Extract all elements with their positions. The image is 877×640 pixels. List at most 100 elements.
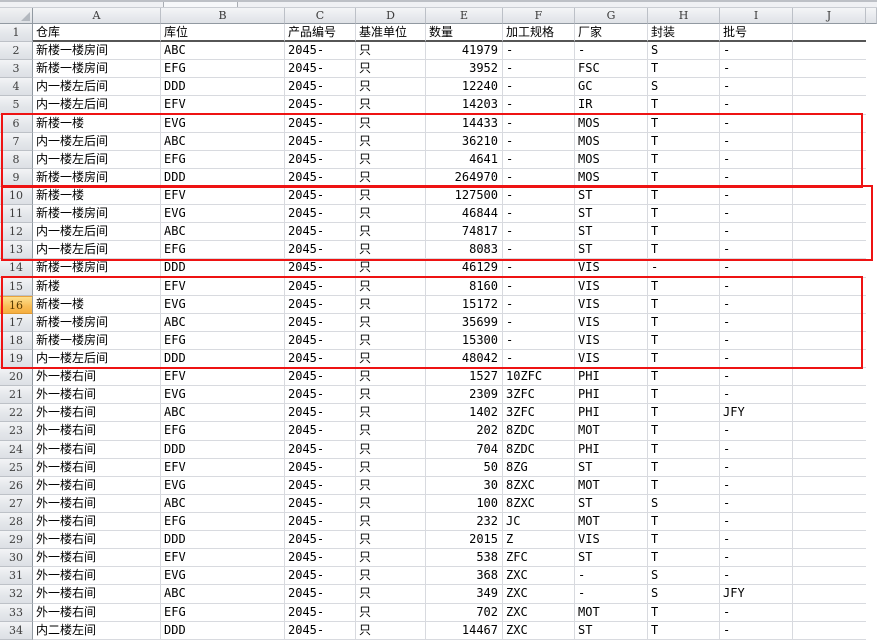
cell-e5[interactable]: 14203 [426, 96, 503, 115]
cell-b5[interactable]: EFV [161, 96, 285, 115]
cell-c19[interactable]: 2045- [285, 349, 356, 369]
cell-b31[interactable]: EVG [161, 567, 285, 586]
cell-a18[interactable]: 新楼一楼房间 [33, 331, 161, 350]
cell-h14[interactable]: - [648, 259, 720, 278]
column-header-partial[interactable] [866, 8, 877, 24]
cell-d21[interactable]: 只 [356, 386, 426, 405]
cell-g21[interactable]: PHI [575, 386, 648, 405]
cell-e33[interactable]: 702 [426, 603, 503, 622]
cell-j27[interactable] [793, 495, 866, 513]
cell-d11[interactable]: 只 [356, 205, 426, 224]
cell-h3[interactable]: T [648, 60, 720, 79]
cell-i7[interactable]: - [720, 132, 793, 151]
cell-d17[interactable]: 只 [356, 313, 426, 332]
row-header-6[interactable]: 6 [0, 114, 33, 133]
cell-f3[interactable]: - [503, 60, 575, 79]
cell-d18[interactable]: 只 [356, 331, 426, 350]
row-header-20[interactable]: 20 [0, 368, 33, 387]
cell-d7[interactable]: 只 [356, 132, 426, 151]
cell-j2[interactable] [793, 42, 866, 61]
column-header-i[interactable]: I [720, 8, 793, 24]
cell-e18[interactable]: 15300 [426, 331, 503, 350]
cell-e6[interactable]: 14433 [426, 114, 503, 133]
cell-g11[interactable]: ST [575, 205, 648, 224]
row-header-27[interactable]: 27 [0, 494, 33, 513]
row-header-16[interactable]: 16 [0, 295, 33, 314]
cell-i14[interactable]: - [720, 259, 793, 278]
cell-j25[interactable] [793, 459, 866, 477]
cell-f6[interactable]: - [503, 114, 575, 133]
cell-e30[interactable]: 538 [426, 549, 503, 568]
row-header-10[interactable]: 10 [0, 186, 33, 206]
cell-i23[interactable]: - [720, 422, 793, 441]
cell-g25[interactable]: ST [575, 458, 648, 477]
cell-c31[interactable]: 2045- [285, 567, 356, 586]
cell-f19[interactable]: - [503, 349, 575, 369]
cell-b27[interactable]: ABC [161, 494, 285, 513]
cell-j21[interactable] [793, 386, 866, 405]
column-header-h[interactable]: H [648, 8, 720, 24]
cell-d29[interactable]: 只 [356, 531, 426, 550]
cell-h21[interactable]: T [648, 386, 720, 405]
cell-f5[interactable]: - [503, 96, 575, 115]
cell-f33[interactable]: ZXC [503, 603, 575, 622]
cell-d3[interactable]: 只 [356, 60, 426, 79]
cell-i30[interactable]: - [720, 549, 793, 568]
cell-c7[interactable]: 2045- [285, 132, 356, 151]
cell-c5[interactable]: 2045- [285, 96, 356, 115]
cell-b21[interactable]: EVG [161, 386, 285, 405]
row-header-32[interactable]: 32 [0, 585, 33, 604]
cell-d5[interactable]: 只 [356, 96, 426, 115]
column-header-g[interactable]: G [575, 8, 648, 24]
cell-j31[interactable] [793, 567, 866, 586]
column-header-e[interactable]: E [426, 8, 503, 24]
cell-c34[interactable]: 2045- [285, 621, 356, 640]
cell-a29[interactable]: 外一楼右间 [33, 531, 161, 550]
cell-c10[interactable]: 2045- [285, 186, 356, 206]
cell-e9[interactable]: 264970 [426, 168, 503, 187]
cell-j18[interactable] [793, 332, 866, 350]
cell-g28[interactable]: MOT [575, 512, 648, 532]
cell-f7[interactable]: - [503, 132, 575, 151]
cell-b2[interactable]: ABC [161, 42, 285, 61]
cell-h7[interactable]: T [648, 132, 720, 151]
cell-f32[interactable]: ZXC [503, 585, 575, 604]
cell-b8[interactable]: EFG [161, 150, 285, 169]
cell-b6[interactable]: EVG [161, 114, 285, 133]
cell-g15[interactable]: VIS [575, 277, 648, 296]
cell-j32[interactable] [793, 585, 866, 604]
cell-c9[interactable]: 2045- [285, 168, 356, 187]
cell-h10[interactable]: T [648, 186, 720, 206]
cell-d12[interactable]: 只 [356, 223, 426, 242]
cell-f4[interactable]: - [503, 78, 575, 97]
cell-a30[interactable]: 外一楼右间 [33, 549, 161, 568]
cell-j17[interactable] [793, 314, 866, 332]
column-header-c[interactable]: C [285, 8, 356, 24]
cell-i26[interactable]: - [720, 476, 793, 495]
cell-d14[interactable]: 只 [356, 259, 426, 278]
row-header-29[interactable]: 29 [0, 531, 33, 550]
cell-f24[interactable]: 8ZDC [503, 440, 575, 459]
cell-h33[interactable]: T [648, 603, 720, 622]
cell-b9[interactable]: DDD [161, 168, 285, 187]
cell-i21[interactable]: - [720, 386, 793, 405]
cell-a4[interactable]: 内一楼左后间 [33, 78, 161, 97]
cell-d34[interactable]: 只 [356, 621, 426, 640]
cell-i13[interactable]: - [720, 241, 793, 260]
cell-e19[interactable]: 48042 [426, 349, 503, 369]
cell-c15[interactable]: 2045- [285, 277, 356, 296]
cell-h18[interactable]: T [648, 331, 720, 350]
cell-h13[interactable]: T [648, 241, 720, 260]
row-header-3[interactable]: 3 [0, 60, 33, 79]
cell-b28[interactable]: EFG [161, 512, 285, 532]
cell-a14[interactable]: 新楼一楼房间 [33, 259, 161, 278]
cell-i32[interactable]: JFY [720, 585, 793, 604]
cell-g22[interactable]: PHI [575, 404, 648, 423]
cell-h15[interactable]: T [648, 277, 720, 296]
cell-b12[interactable]: ABC [161, 223, 285, 242]
cell-g31[interactable]: - [575, 567, 648, 586]
row-header-8[interactable]: 8 [0, 150, 33, 169]
cell-b4[interactable]: DDD [161, 78, 285, 97]
cell-c13[interactable]: 2045- [285, 241, 356, 260]
cell-g5[interactable]: IR [575, 96, 648, 115]
